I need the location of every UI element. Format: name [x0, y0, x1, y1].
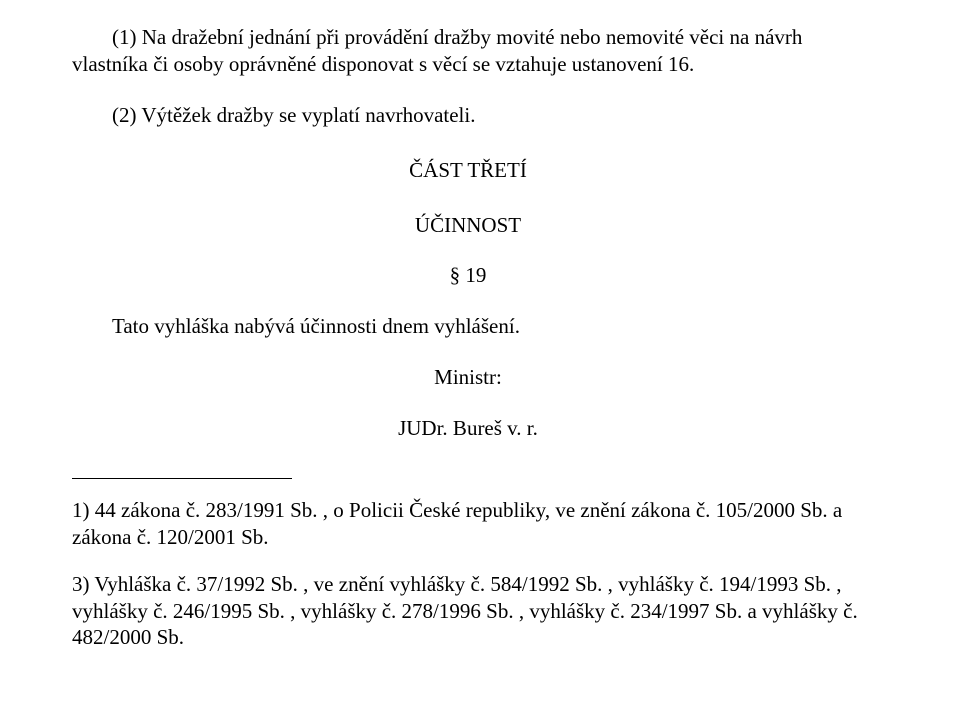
- part-subtitle: ÚČINNOST: [72, 212, 864, 239]
- section-number: § 19: [72, 262, 864, 289]
- minister-label: Ministr:: [72, 364, 864, 391]
- part-title: ČÁST TŘETÍ: [72, 157, 864, 184]
- effect-line: Tato vyhláška nabývá účinnosti dnem vyhl…: [72, 313, 864, 340]
- footnote-2: 3) Vyhláška č. 37/1992 Sb. , ve znění vy…: [72, 571, 864, 652]
- document-page: (1) Na dražební jednání při provádění dr…: [0, 0, 960, 695]
- footnote-1: 1) 44 zákona č. 283/1991 Sb. , o Policii…: [72, 497, 864, 551]
- paragraph-1: (1) Na dražební jednání při provádění dr…: [72, 24, 864, 78]
- paragraph-2: (2) Výtěžek dražby se vyplatí navrhovate…: [72, 102, 864, 129]
- footnote-separator: [72, 478, 292, 479]
- minister-name: JUDr. Bureš v. r.: [72, 415, 864, 442]
